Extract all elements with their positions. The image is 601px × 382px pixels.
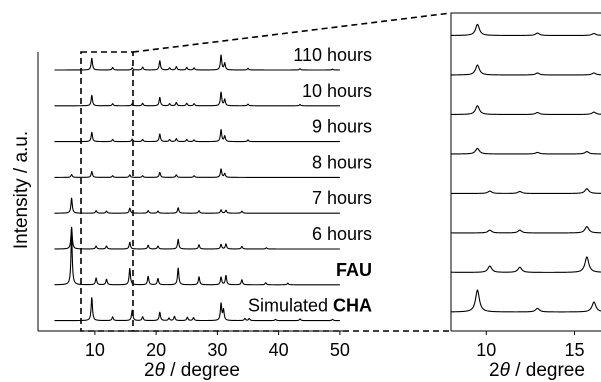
series-label: 6 hours	[312, 224, 372, 244]
trace-line	[54, 197, 341, 214]
main-x-ticks: 10 20 30 40 50	[85, 331, 350, 360]
x-tick-label: 30	[207, 340, 227, 360]
series-label: 110 hours	[293, 45, 372, 65]
trace-line	[54, 226, 341, 250]
main-panel: 110 hours 10 hours 9 hours 8 hours 7 hours 6 …	[11, 45, 372, 381]
inset-trace-line	[450, 105, 601, 116]
inset-trace-line	[450, 188, 601, 195]
inset-traces	[450, 23, 601, 313]
trace-line	[54, 297, 341, 322]
series-label: FAU	[336, 260, 372, 280]
inset-trace-line	[450, 289, 601, 313]
inset-x-tick-label: 10	[476, 340, 496, 360]
x-tick-label: 40	[269, 340, 289, 360]
trace-line	[54, 54, 341, 71]
inset-x-ticks: 10 15	[476, 331, 585, 360]
series-label: 9 hours	[312, 117, 372, 137]
inset-trace-line	[450, 147, 601, 155]
x-tick-label: 10	[85, 340, 105, 360]
trace-line	[54, 91, 341, 107]
x-tick-label: 20	[146, 340, 166, 360]
inset-trace-line	[450, 23, 601, 36]
series-label: 10 hours	[302, 81, 372, 101]
x-axis-title: 2θ / degree	[144, 360, 240, 381]
inset-x-tick-label: 15	[565, 340, 585, 360]
x-tick-label: 50	[330, 340, 350, 360]
series-labels: 110 hours 10 hours 9 hours 8 hours 7 hours 6 …	[248, 45, 372, 316]
trace-line	[54, 235, 341, 286]
zoom-inset-panel: 10 15 2θ / degree	[450, 12, 601, 381]
trace-line	[54, 129, 341, 143]
zoom-connector-top	[132, 12, 452, 53]
inset-trace-line	[450, 226, 601, 234]
y-axis-title: Intensity / a.u.	[11, 131, 32, 249]
main-traces	[54, 54, 341, 322]
zoom-region-box	[80, 51, 134, 332]
inset-x-axis-title: 2θ / degree	[489, 360, 585, 381]
series-label: Simulated CHA	[248, 296, 372, 316]
series-label: 7 hours	[312, 188, 372, 208]
trace-line	[54, 168, 341, 178]
series-label: 8 hours	[312, 152, 372, 172]
inset-trace-line	[450, 256, 601, 273]
inset-trace-line	[450, 64, 601, 76]
